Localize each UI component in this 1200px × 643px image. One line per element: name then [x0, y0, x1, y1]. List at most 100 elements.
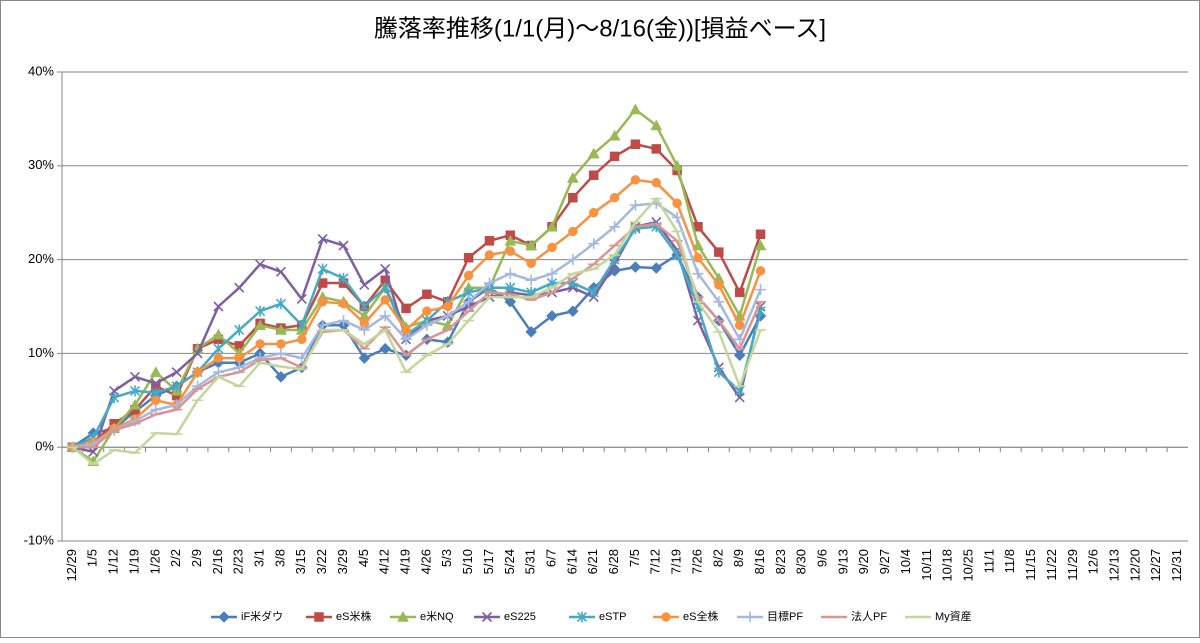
data-point — [546, 268, 558, 280]
data-point — [149, 366, 162, 377]
data-point — [171, 367, 182, 378]
x-tick-label: 2/9 — [189, 549, 204, 567]
data-point — [192, 348, 203, 359]
data-point — [296, 293, 307, 305]
data-point — [401, 325, 411, 335]
data-point — [380, 263, 391, 275]
data-point — [401, 303, 411, 314]
data-point — [255, 259, 266, 270]
x-tick-label: 8/2 — [710, 549, 725, 567]
data-point — [629, 261, 642, 273]
data-point — [255, 339, 265, 349]
data-point — [755, 284, 767, 296]
data-point — [317, 233, 328, 245]
legend-label: e米NQ — [420, 610, 454, 623]
x-tick-label: 10/11 — [919, 549, 934, 581]
x-tick-label: 9/6 — [815, 549, 830, 567]
data-point — [588, 170, 599, 180]
x-tick-label: 12/13 — [1106, 549, 1121, 582]
data-point — [422, 306, 432, 316]
data-point — [588, 238, 600, 250]
data-point — [651, 177, 662, 188]
legend-entry: iF米ダウ — [211, 609, 283, 623]
data-point — [275, 266, 287, 277]
data-point — [254, 319, 267, 331]
data-point — [609, 192, 620, 203]
data-point — [171, 380, 182, 392]
series-line — [71, 225, 762, 449]
x-tick-label: 12/20 — [1127, 549, 1142, 582]
x-tick-label: 2/16 — [210, 549, 225, 574]
data-point — [547, 242, 557, 253]
data-point — [755, 266, 766, 276]
data-point — [275, 323, 287, 335]
y-tick-label: 0% — [35, 439, 54, 454]
x-tick-label: 2/23 — [231, 549, 246, 574]
data-point — [442, 310, 454, 322]
data-point — [525, 239, 538, 251]
x-tick-label: 6/7 — [543, 549, 558, 567]
x-tick-label: 9/13 — [835, 549, 850, 574]
series — [67, 175, 766, 452]
data-point — [275, 298, 287, 310]
x-tick-label: 5/24 — [502, 549, 517, 574]
data-point — [421, 319, 433, 331]
x-tick-label: 5/10 — [460, 549, 475, 574]
data-point — [109, 391, 120, 403]
y-tick-label: 30% — [28, 157, 54, 172]
data-point — [317, 263, 328, 275]
data-point — [567, 254, 579, 266]
x-tick-label: 3/8 — [272, 549, 287, 567]
data-point — [463, 296, 475, 308]
x-tick-label: 12/31 — [1169, 549, 1184, 582]
data-point — [671, 211, 683, 223]
data-point — [276, 339, 286, 349]
data-point — [88, 446, 99, 457]
x-tick-label: 3/1 — [252, 549, 267, 567]
data-point — [422, 289, 432, 300]
data-point — [275, 370, 287, 383]
x-tick-label: 9/27 — [877, 549, 892, 574]
data-point — [380, 282, 391, 294]
legend-entry: eS225 — [474, 611, 536, 623]
x-tick-label: 1/5 — [85, 549, 100, 567]
data-point — [629, 199, 641, 211]
legend-marker — [744, 611, 756, 623]
data-point — [212, 328, 225, 340]
legend-entry: My資産 — [905, 610, 972, 623]
data-point — [525, 325, 538, 338]
x-tick-label: 10/18 — [940, 549, 955, 582]
data-point — [734, 287, 745, 298]
data-point — [443, 301, 453, 312]
data-point — [608, 129, 621, 141]
data-point — [213, 301, 224, 312]
x-tick-label: 11/1 — [981, 549, 996, 573]
legend-label: 法人PF — [851, 609, 887, 623]
data-point — [484, 236, 495, 246]
data-point — [234, 324, 245, 336]
data-point — [151, 395, 161, 406]
data-point — [504, 268, 516, 280]
data-point — [213, 353, 224, 363]
data-point — [483, 277, 495, 289]
data-point — [630, 139, 641, 149]
data-point — [129, 398, 141, 410]
data-point — [526, 258, 536, 269]
x-tick-label: 10/25 — [960, 549, 975, 582]
x-tick-label: 11/29 — [1065, 549, 1080, 581]
data-point — [609, 151, 620, 162]
x-tick-label: 7/12 — [648, 549, 663, 574]
y-tick-label: 10% — [28, 345, 54, 360]
x-tick-label: 6/21 — [585, 549, 600, 574]
data-point — [714, 247, 724, 257]
x-tick-label: 5/17 — [481, 549, 496, 574]
data-point — [755, 229, 766, 240]
x-tick-label: 11/15 — [1023, 549, 1038, 581]
x-tick-label: 8/30 — [794, 549, 809, 574]
data-point — [671, 159, 684, 171]
data-point — [129, 385, 141, 397]
data-point — [317, 297, 328, 307]
series — [66, 197, 767, 466]
